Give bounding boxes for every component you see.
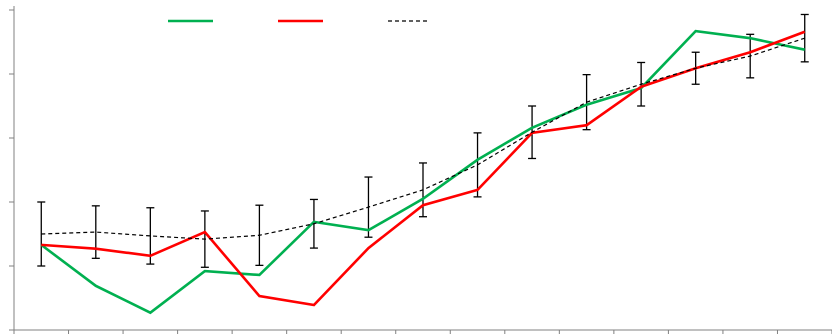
series-line xyxy=(41,37,805,240)
series-line xyxy=(40,29,806,315)
series-line xyxy=(41,30,806,307)
